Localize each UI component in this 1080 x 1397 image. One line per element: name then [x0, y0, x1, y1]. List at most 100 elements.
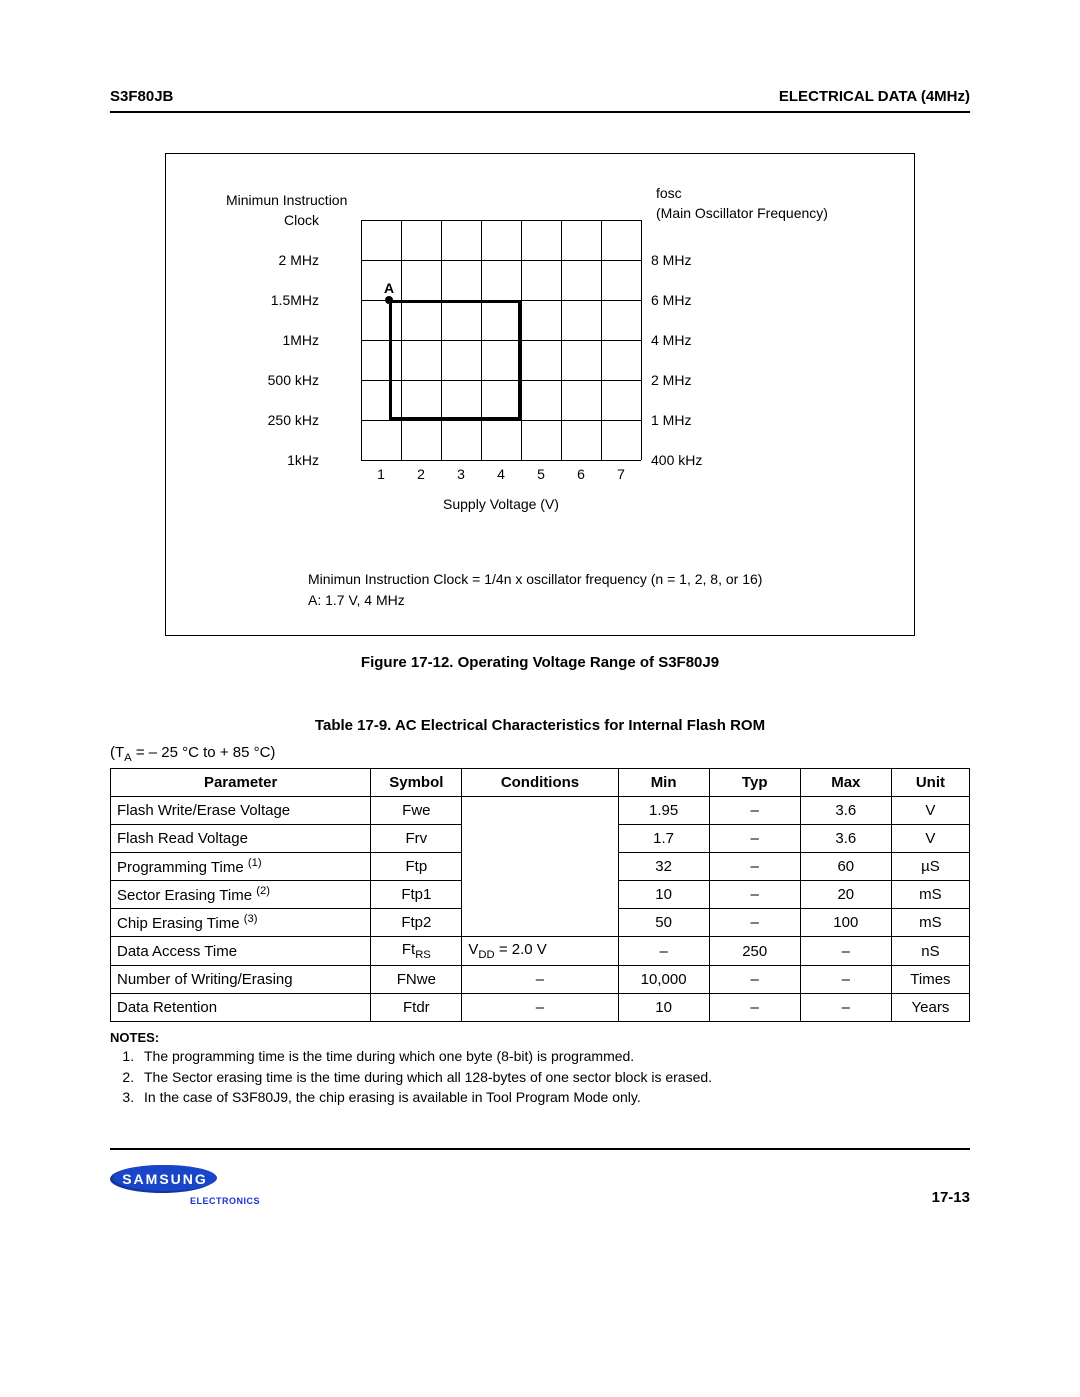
note-item: The Sector erasing time is the time duri… [138, 1068, 970, 1088]
x-axis-title: Supply Voltage (V) [443, 496, 559, 512]
logo-text: SAMSUNG [122, 1171, 208, 1187]
figure-inner: Minimun Instruction fosc (Main Oscillato… [186, 184, 894, 529]
cell-unit: µS [891, 853, 969, 881]
table-header-row: ParameterSymbolConditionsMinTypMaxUnit [111, 769, 970, 797]
grid-vline [361, 220, 362, 460]
cell-max: 3.6 [800, 797, 891, 825]
note-item: The programming time is the time during … [138, 1047, 970, 1067]
cell-min: 10 [618, 881, 709, 909]
cell-max: 3.6 [800, 825, 891, 853]
notes-heading: NOTES: [110, 1030, 970, 1045]
fosc-line1: fosc [656, 185, 682, 201]
cell-unit: nS [891, 937, 969, 966]
table-row: Data RetentionFtdr–10––Years [111, 994, 970, 1022]
figure-left-title: Minimun Instruction [226, 192, 347, 208]
x-tick-label: 1 [377, 466, 385, 482]
cell-min: 10 [618, 994, 709, 1022]
cell-parameter: Number of Writing/Erasing [111, 966, 371, 994]
grid-vline [601, 220, 602, 460]
cell-parameter: Data Retention [111, 994, 371, 1022]
cell-max: 20 [800, 881, 891, 909]
note-item: In the case of S3F80J9, the chip erasing… [138, 1088, 970, 1108]
grid-hline [361, 220, 641, 221]
table-row: Number of Writing/ErasingFNwe–10,000––Ti… [111, 966, 970, 994]
page: S3F80JB ELECTRICAL DATA (4MHz) Minimun I… [0, 0, 1080, 1236]
table-row: Flash Write/Erase VoltageFwe1.95–3.6V [111, 797, 970, 825]
cell-unit: Years [891, 994, 969, 1022]
grid-hline [361, 420, 641, 421]
table-body: Flash Write/Erase VoltageFwe1.95–3.6VFla… [111, 797, 970, 1022]
cell-unit: mS [891, 909, 969, 937]
y-right-label: 8 MHz [651, 252, 691, 268]
x-tick-label: 4 [497, 466, 505, 482]
marker-a [385, 296, 393, 304]
grid-hline [361, 260, 641, 261]
cell-min: 10,000 [618, 966, 709, 994]
cell-conditions: VDD = 2.0 V [462, 937, 618, 966]
table-row: Data Access TimeFtRSVDD = 2.0 V–250–nS [111, 937, 970, 966]
cell-typ: – [709, 994, 800, 1022]
cell-conditions: – [462, 994, 618, 1022]
footer-rule [110, 1148, 970, 1150]
figure-notes: Minimun Instruction Clock = 1/4n x oscil… [308, 569, 894, 611]
y-left-label: 2 MHz [279, 252, 319, 268]
y-right-label: 4 MHz [651, 332, 691, 348]
cell-parameter: Chip Erasing Time (3) [111, 909, 371, 937]
cell-max: – [800, 966, 891, 994]
cell-min: 50 [618, 909, 709, 937]
grid-vline [521, 220, 522, 460]
x-tick-label: 5 [537, 466, 545, 482]
figure-note-2: A: 1.7 V, 4 MHz [308, 590, 894, 611]
figure-note-1: Minimun Instruction Clock = 1/4n x oscil… [308, 569, 894, 590]
y-left-label: 250 kHz [268, 412, 319, 428]
cell-parameter: Data Access Time [111, 937, 371, 966]
table-header-cell: Max [800, 769, 891, 797]
figure-right-title: fosc (Main Oscillator Frequency) [656, 184, 828, 223]
x-tick-label: 7 [617, 466, 625, 482]
y-left-label: Clock [284, 212, 319, 228]
cell-typ: – [709, 881, 800, 909]
cell-max: 100 [800, 909, 891, 937]
y-right-label: 6 MHz [651, 292, 691, 308]
cell-parameter: Sector Erasing Time (2) [111, 881, 371, 909]
y-right-label: 400 kHz [651, 452, 702, 468]
table-header-cell: Parameter [111, 769, 371, 797]
cell-typ: – [709, 909, 800, 937]
cell-max: – [800, 994, 891, 1022]
x-tick-label: 6 [577, 466, 585, 482]
cell-symbol: Frv [371, 825, 462, 853]
y-left-label: 1kHz [287, 452, 319, 468]
header-rule [110, 111, 970, 113]
cell-unit: mS [891, 881, 969, 909]
cell-typ: – [709, 966, 800, 994]
y-left-label: 1.5MHz [271, 292, 319, 308]
cell-unit: V [891, 797, 969, 825]
cell-typ: – [709, 825, 800, 853]
cell-parameter: Flash Read Voltage [111, 825, 371, 853]
cell-symbol: Ftp2 [371, 909, 462, 937]
samsung-logo: SAMSUNG ELECTRONICS [110, 1164, 260, 1206]
cell-parameter: Programming Time (1) [111, 853, 371, 881]
cell-parameter: Flash Write/Erase Voltage [111, 797, 371, 825]
table-header-cell: Min [618, 769, 709, 797]
figure-caption: Figure 17-12. Operating Voltage Range of… [110, 654, 970, 671]
cell-typ: – [709, 853, 800, 881]
cell-symbol: FtRS [371, 937, 462, 966]
y-left-label: 1MHz [282, 332, 319, 348]
page-header: S3F80JB ELECTRICAL DATA (4MHz) [110, 88, 970, 105]
cell-symbol: Fwe [371, 797, 462, 825]
samsung-logo-svg: SAMSUNG [110, 1164, 220, 1194]
page-number: 17-13 [932, 1189, 970, 1206]
marker-a-label: A [384, 280, 394, 296]
table-header-cell: Unit [891, 769, 969, 797]
header-right: ELECTRICAL DATA (4MHz) [779, 88, 970, 105]
y-left-label: 500 kHz [268, 372, 319, 388]
grid-vline [641, 220, 642, 460]
cell-typ: – [709, 797, 800, 825]
grid-vline [561, 220, 562, 460]
grid-hline [361, 460, 641, 461]
cell-conditions [462, 797, 618, 937]
cell-symbol: FNwe [371, 966, 462, 994]
electronics-text: ELECTRONICS [190, 1196, 260, 1206]
x-tick-label: 2 [417, 466, 425, 482]
